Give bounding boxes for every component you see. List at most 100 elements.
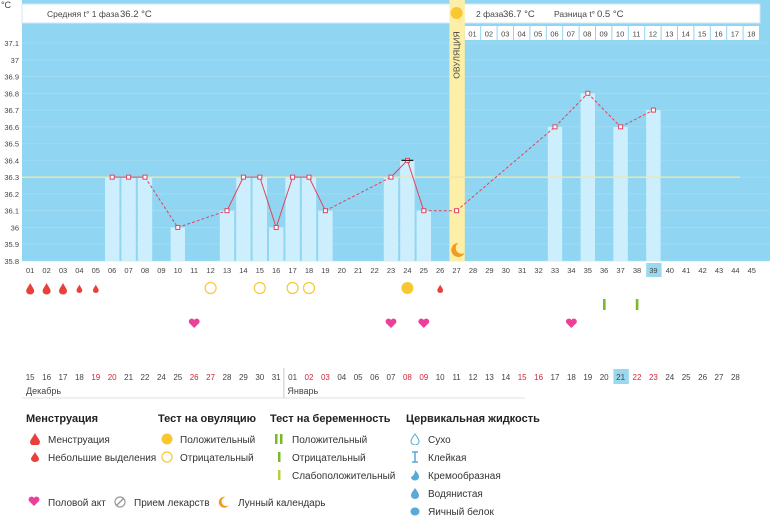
legend-ovulation-negative: Отрицательный: [180, 452, 254, 464]
top-day-label: 14: [682, 30, 690, 39]
calendar-date-label: 05: [354, 373, 363, 382]
y-tick-label: 36.8: [4, 89, 19, 98]
cycle-day-label: 43: [715, 266, 723, 275]
temperature-segment: [144, 176, 179, 228]
calendar-date-label: 10: [436, 373, 445, 382]
top-day-label: 11: [633, 30, 641, 39]
current-day-highlight: [646, 263, 662, 277]
top-day-cell: [661, 26, 677, 40]
calendar-date-label: 28: [731, 373, 740, 382]
temperature-segment: [259, 176, 277, 228]
ovulation-test-positive: [401, 282, 414, 294]
faint-bar-icon: [270, 469, 288, 484]
cycle-day-label: 20: [338, 266, 346, 275]
y-tick-label: 36.4: [4, 156, 19, 165]
temperature-point: [454, 208, 460, 214]
temperature-bar: [400, 160, 415, 261]
calendar-date-label: 15: [518, 373, 527, 382]
calendar-date-label: 27: [715, 373, 724, 382]
temperature-bar: [285, 177, 300, 261]
calendar-date-label: 20: [600, 373, 609, 382]
top-day-cell: [694, 26, 710, 40]
temperature-bar: [646, 110, 661, 261]
calendar-date-label: 23: [649, 373, 658, 382]
temperature-segment: [456, 126, 556, 212]
sun-icon: [450, 7, 463, 19]
temperature-segment: [308, 176, 326, 211]
cycle-day-label: 22: [370, 266, 378, 275]
top-day-label: 04: [518, 30, 526, 39]
top-day-cell: [743, 26, 759, 40]
creamy-icon: [406, 469, 424, 484]
single-bar-icon: [270, 451, 288, 466]
cycle-day-label: 18: [305, 266, 313, 275]
y-tick-label: 36.6: [4, 123, 19, 132]
temperature-segment: [554, 92, 589, 128]
calendar-date-label: 20: [108, 373, 117, 382]
temperature-segment: [587, 92, 621, 128]
top-day-cell: [579, 26, 595, 40]
phase1-value: 36.2 °C: [120, 9, 152, 20]
cycle-day-label: 34: [567, 266, 575, 275]
top-day-label: 01: [468, 30, 476, 39]
legend-cervical-sticky: Клейкая: [428, 452, 467, 464]
cycle-day-label: 13: [223, 266, 231, 275]
moon-icon: [451, 242, 465, 257]
temperature-bar: [301, 177, 317, 261]
cycle-day-label: 25: [420, 266, 428, 275]
legend-ovulation-title: Тест на овуляцию: [158, 413, 257, 425]
calendar-date-label: 21: [124, 373, 133, 382]
phase2-label: 2 фаза: [476, 9, 504, 19]
calendar-date-label: 17: [59, 373, 68, 382]
cycle-day-label: 04: [75, 266, 83, 275]
heart-icon: [26, 496, 42, 510]
temperature-point: [273, 224, 279, 230]
cycle-day-label: 06: [108, 266, 116, 275]
temperature-point: [126, 174, 132, 180]
cycle-day-label: 30: [502, 266, 510, 275]
top-day-label: 16: [714, 30, 722, 39]
cycle-day-label: 09: [157, 266, 165, 275]
cycle-day-label: 26: [436, 266, 444, 275]
legend-pregnancy-faint: Слабоположительный: [292, 470, 396, 482]
double-bar-icon: [270, 433, 288, 448]
legend-cervical: Цервикальная жидкость Сухо Клейкая Кремо…: [406, 413, 540, 521]
legend-cervical-dry: Сухо: [428, 434, 451, 446]
calendar-date-label: 31: [272, 373, 281, 382]
intercourse-heart: [565, 318, 577, 328]
temperature-point: [240, 174, 246, 180]
calendar-date-label: 07: [387, 373, 396, 382]
calendar-date-label: 25: [173, 373, 182, 382]
top-day-cell: [464, 26, 481, 40]
pregnancy-test-negative: [635, 299, 639, 310]
top-day-label: 06: [550, 30, 558, 39]
legend-pregnancy-negative: Отрицательный: [292, 452, 366, 464]
temperature-bar: [252, 177, 267, 261]
cycle-day-label: 41: [682, 266, 690, 275]
cycle-day-label: 02: [42, 266, 50, 275]
menstruation-drop: [26, 283, 35, 295]
legend-pregnancy-positive: Положительный: [292, 434, 368, 446]
top-day-cell: [514, 26, 530, 40]
temperature-bar: [318, 210, 333, 261]
legend-cervical-creamy: Кремообразная: [428, 470, 501, 482]
calendar-date-label: 24: [157, 373, 166, 382]
temperature-segment: [275, 176, 294, 228]
top-day-cell: [546, 26, 563, 40]
top-day-label: 07: [567, 30, 575, 39]
calendar-date-label: 27: [206, 373, 215, 382]
temperature-bar: [269, 227, 284, 261]
temperature-point: [322, 208, 328, 214]
cycle-day-label: 19: [321, 266, 329, 275]
calendar-date-label: 18: [75, 373, 84, 382]
temperature-segment: [620, 109, 654, 128]
calendar-date-label: 22: [141, 373, 150, 382]
y-tick-label: 37: [11, 56, 19, 65]
top-day-cell: [727, 26, 743, 40]
menstruation-drop: [42, 283, 51, 295]
y-tick-label: 36: [11, 223, 19, 232]
month-label-right: Январь: [287, 386, 318, 396]
calendar-date-label: 28: [223, 373, 232, 382]
temperature-bar: [416, 210, 431, 261]
temperature-point: [109, 174, 115, 180]
